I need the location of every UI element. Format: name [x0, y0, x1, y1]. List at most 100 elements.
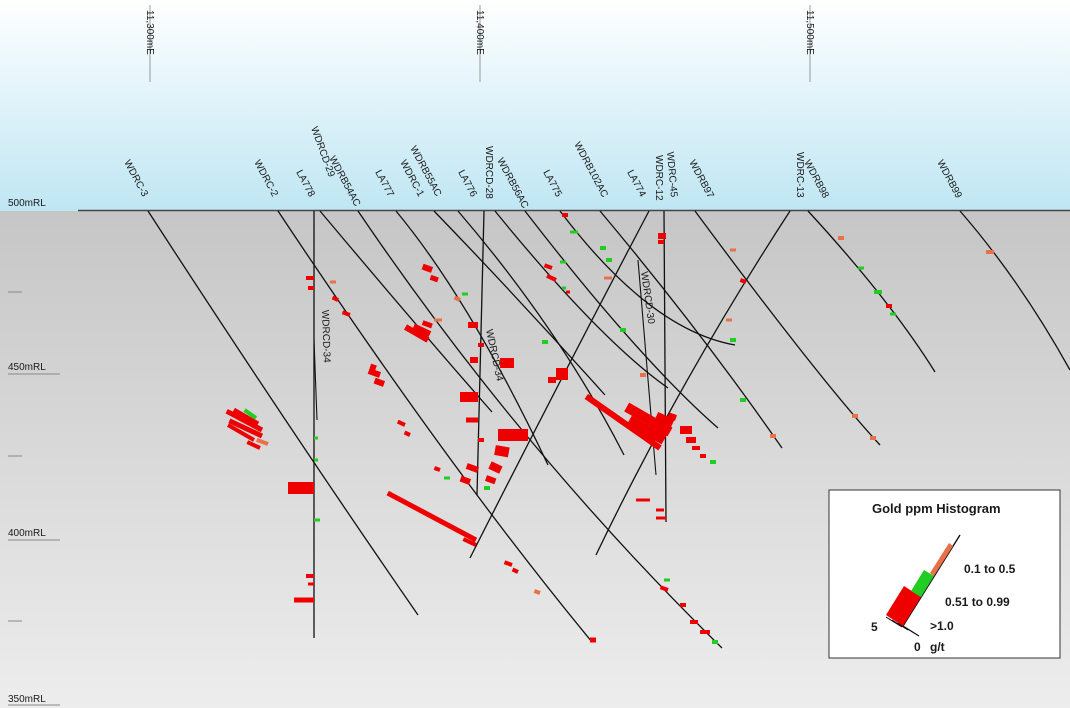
legend-swatch-low	[930, 543, 953, 576]
gold-bar	[726, 318, 732, 322]
gold-histogram-bars	[225, 213, 994, 644]
gold-bar	[462, 292, 468, 296]
gold-bar	[232, 407, 260, 427]
gold-bar	[566, 290, 570, 294]
gold-bar	[243, 408, 258, 420]
rl-label: 350mRL	[8, 694, 46, 705]
gold-bar	[246, 440, 261, 450]
drill-trace	[395, 210, 549, 466]
gold-bar	[667, 412, 678, 421]
gold-bar	[570, 230, 578, 234]
legend-tick	[891, 619, 909, 631]
gold-bar	[373, 377, 386, 387]
gold-bar	[874, 290, 882, 294]
gold-bar	[429, 274, 439, 283]
easting-label: 11,300mE	[144, 10, 155, 55]
drill-trace	[595, 210, 791, 556]
gold-bar	[459, 475, 472, 485]
legend-swatch-high	[886, 586, 921, 626]
drill-trace	[494, 210, 669, 389]
gold-bar	[314, 436, 318, 440]
gold-bar	[700, 630, 710, 634]
legend-axis	[902, 534, 961, 627]
gold-bar	[465, 463, 480, 473]
gold-bar	[369, 363, 377, 371]
gold-bar	[562, 213, 568, 217]
gold-bar	[331, 295, 339, 302]
gold-bar	[680, 426, 692, 434]
gold-bar	[306, 276, 314, 280]
gold-bar	[294, 597, 314, 603]
gold-bar	[624, 402, 673, 437]
legend-unit: g/t	[930, 640, 945, 654]
gold-bar	[664, 578, 670, 582]
gold-bar	[225, 409, 264, 433]
gold-bar	[560, 260, 566, 264]
gold-bar	[890, 312, 896, 316]
legend-tick	[885, 616, 903, 628]
legend-tick	[897, 622, 915, 634]
gold-bar	[470, 357, 478, 363]
hole-label: WDRCD-28	[483, 146, 494, 199]
gold-bar	[692, 446, 700, 450]
gold-bar	[396, 419, 406, 427]
gold-bar	[710, 460, 716, 464]
gold-bar	[503, 560, 513, 567]
gold-bar	[658, 240, 664, 244]
gold-bar	[739, 278, 747, 284]
gold-bar	[306, 574, 314, 578]
gold-bar	[308, 582, 314, 586]
gold-bar	[330, 280, 336, 284]
gold-bar	[730, 338, 736, 342]
gold-bar	[546, 273, 557, 282]
gold-bar	[460, 392, 478, 402]
legend-swatch-mid	[911, 570, 934, 597]
gold-bar	[620, 328, 626, 332]
gold-bar	[462, 537, 477, 547]
gold-bar	[468, 322, 478, 328]
gold-bar	[870, 436, 876, 440]
gold-bar	[712, 640, 718, 644]
drill-trace	[476, 210, 485, 496]
gold-bar	[600, 246, 606, 250]
gold-bar	[656, 516, 666, 520]
legend-title: Gold ppm Histogram	[872, 501, 1001, 516]
gold-bar	[478, 343, 484, 347]
gold-bar	[640, 373, 646, 377]
gold-bar	[626, 415, 667, 445]
gold-bar	[700, 454, 706, 458]
gold-bar	[770, 434, 776, 438]
gold-bar	[562, 286, 566, 290]
rl-label: 500mRL	[8, 198, 46, 209]
gold-bar	[466, 417, 478, 423]
gold-bar	[288, 482, 314, 494]
gold-bar	[852, 414, 858, 418]
gold-bar	[421, 320, 433, 329]
gold-bar	[421, 263, 434, 273]
easting-label: 11,400mE	[474, 10, 485, 55]
gold-bar	[500, 358, 514, 368]
drill-trace	[277, 210, 593, 643]
gold-bar	[228, 418, 264, 439]
drill-trace	[959, 210, 1070, 371]
drill-trace	[807, 210, 936, 373]
gold-bar	[584, 393, 662, 451]
gold-bar	[227, 423, 255, 442]
gold-bar	[256, 438, 269, 446]
gold-bar	[367, 368, 382, 378]
drill-trace	[559, 210, 736, 346]
gold-bar	[556, 368, 568, 380]
gold-bar	[433, 466, 441, 472]
gold-bar	[341, 310, 351, 317]
drill-trace	[663, 210, 667, 523]
gold-bar	[690, 620, 698, 624]
gold-bar	[542, 340, 548, 344]
gold-bar	[403, 430, 411, 437]
gold-bar	[659, 585, 669, 592]
drill-trace	[319, 210, 493, 413]
legend-box	[828, 489, 1061, 659]
gold-bar	[730, 248, 736, 252]
gold-bar	[533, 589, 541, 595]
gold-bar	[498, 429, 528, 441]
